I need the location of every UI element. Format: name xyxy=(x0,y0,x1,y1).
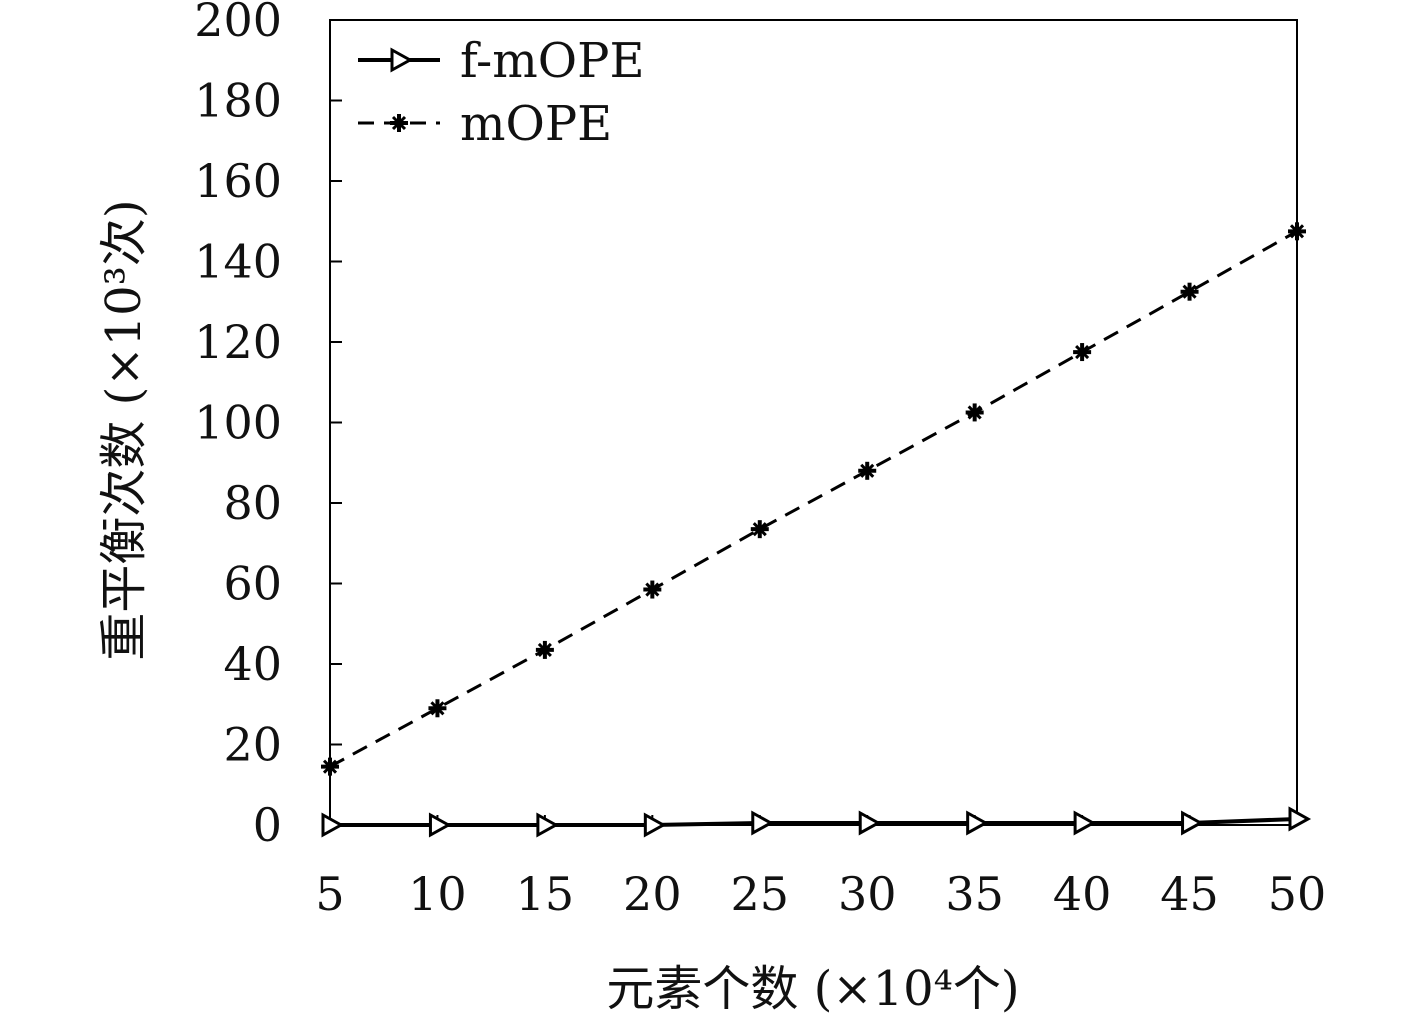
triangle-marker xyxy=(390,47,414,73)
star-marker xyxy=(322,759,338,774)
x-axis-ticks: 5 10 15 20 25 30 35 40 45 50 xyxy=(315,815,1326,921)
star-marker xyxy=(967,405,982,420)
star-marker xyxy=(430,701,445,716)
y-tick-label: 120 xyxy=(194,315,282,369)
y-tick-label: 40 xyxy=(223,637,282,691)
x-tick-label: 45 xyxy=(1160,867,1219,921)
y-tick-label: 200 xyxy=(194,0,282,47)
star-marker xyxy=(537,642,552,657)
series-f-mOPE xyxy=(321,806,1312,838)
star-marker xyxy=(1182,284,1197,299)
series-line xyxy=(330,816,1298,827)
star-marker xyxy=(1289,224,1305,239)
y-tick-label: 20 xyxy=(223,718,282,772)
triangle-marker xyxy=(751,810,774,836)
legend: f-mOPE mOPE xyxy=(358,33,644,152)
star-marker xyxy=(860,463,875,478)
triangle-marker xyxy=(1181,810,1204,836)
y-axis-label: 重平衡次数 (×10³次) xyxy=(96,199,152,660)
x-tick-label: 10 xyxy=(408,867,467,921)
y-axis-ticks: 0 20 40 60 80 100 120 140 160 180 200 xyxy=(194,0,342,852)
legend-label: mOPE xyxy=(460,96,612,152)
triangle-marker xyxy=(428,812,452,838)
x-tick-label: 50 xyxy=(1268,867,1327,921)
series-mOPE xyxy=(321,222,1306,776)
y-tick-label: 180 xyxy=(194,74,282,128)
x-tick-label: 30 xyxy=(838,867,897,921)
legend-item: f-mOPE xyxy=(358,33,644,89)
triangle-marker xyxy=(966,810,989,836)
y-tick-label: 0 xyxy=(253,798,282,852)
x-axis-label: 元素个数 (×10⁴个) xyxy=(606,961,1019,1017)
triangle-marker xyxy=(858,810,882,836)
series-group xyxy=(321,222,1312,838)
star-marker xyxy=(1075,345,1090,360)
triangle-marker xyxy=(1288,806,1312,832)
star-marker xyxy=(391,115,407,131)
star-marker xyxy=(645,582,660,597)
x-tick-label: 25 xyxy=(731,867,790,921)
x-tick-label: 5 xyxy=(315,867,344,921)
star-marker xyxy=(752,522,767,537)
y-tick-label: 140 xyxy=(194,235,282,289)
y-tick-label: 160 xyxy=(194,154,282,208)
triangle-marker xyxy=(321,812,345,838)
triangle-marker xyxy=(643,812,667,838)
triangle-marker xyxy=(536,812,559,838)
legend-item: mOPE xyxy=(358,96,612,152)
series-line xyxy=(329,230,1298,768)
legend-label: f-mOPE xyxy=(460,33,644,89)
triangle-marker xyxy=(1073,810,1097,836)
x-tick-label: 20 xyxy=(623,867,682,921)
x-tick-label: 15 xyxy=(516,867,575,921)
y-tick-label: 100 xyxy=(194,396,282,450)
y-tick-label: 60 xyxy=(223,557,282,611)
y-tick-label: 80 xyxy=(223,476,282,530)
x-tick-label: 35 xyxy=(945,867,1004,921)
x-tick-label: 40 xyxy=(1053,867,1112,921)
